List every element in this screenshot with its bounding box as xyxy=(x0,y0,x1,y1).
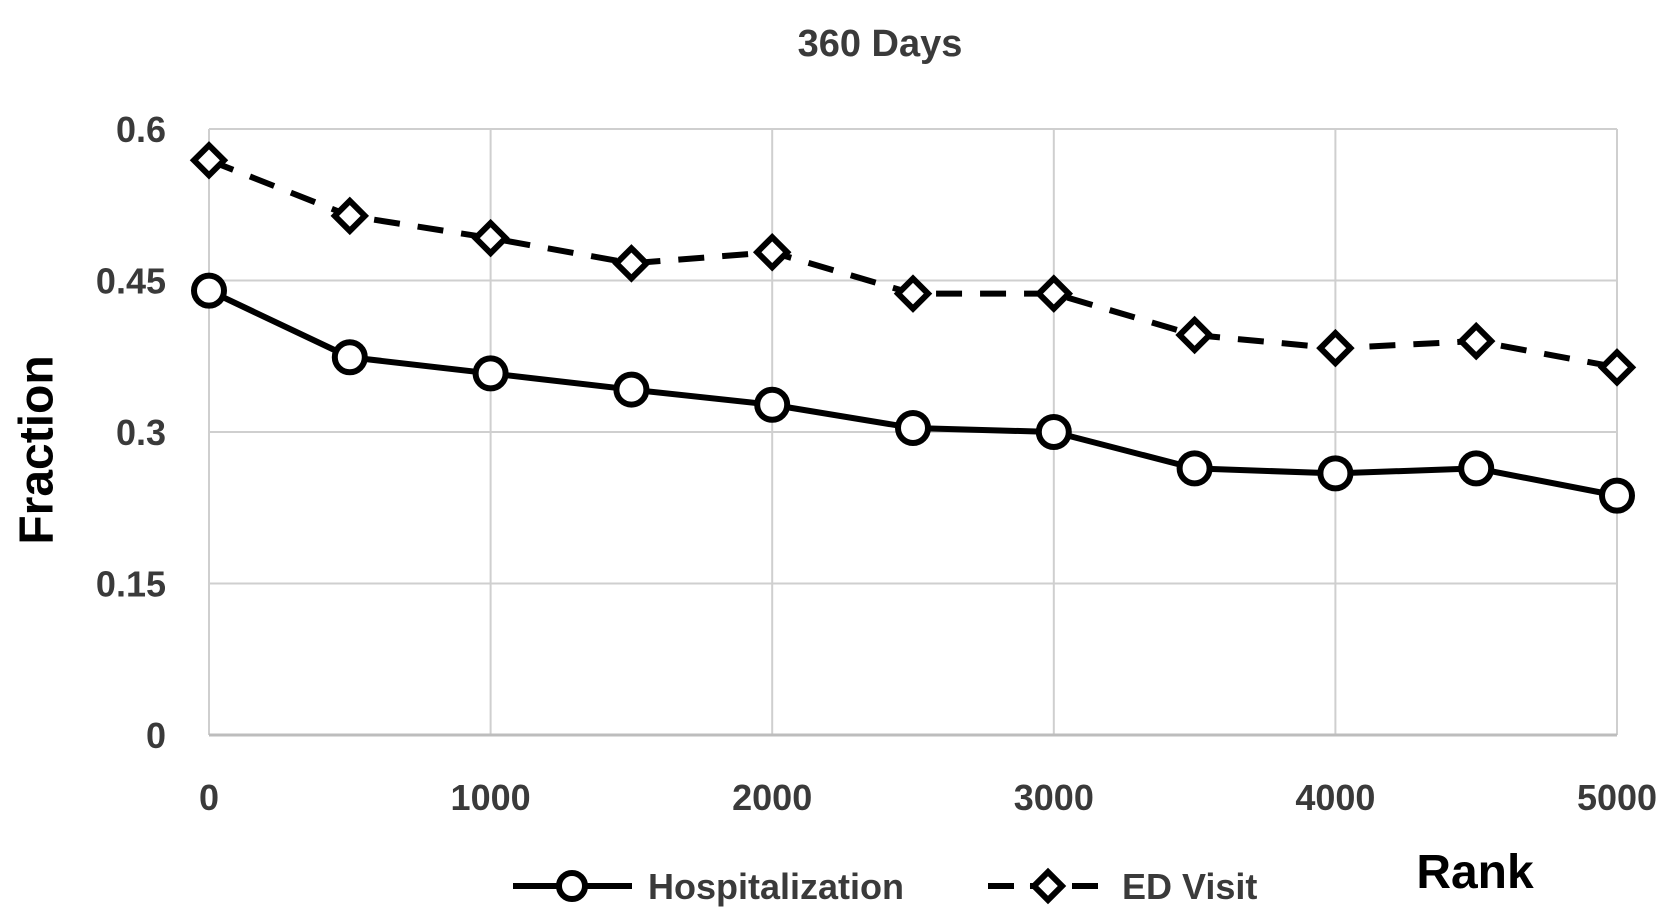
data-point-ed-visit xyxy=(612,244,651,283)
x-tick-label: 3000 xyxy=(1014,777,1094,818)
data-point-hospitalization xyxy=(1599,477,1635,514)
series-line-hospitalization xyxy=(207,287,1618,499)
y-tick-label: 0.3 xyxy=(116,412,166,453)
data-point-hospitalization xyxy=(1458,450,1495,487)
y-tick-label: 0 xyxy=(146,715,166,756)
series-hospitalization xyxy=(191,272,1635,514)
x-axis-ticks: 0 1000 2000 3000 4000 5000 xyxy=(199,777,1657,818)
series-group xyxy=(189,141,1637,514)
y-axis-ticks: 0 0.15 0.3 0.45 0.6 xyxy=(96,109,166,756)
data-point-ed-visit xyxy=(752,232,792,272)
x-tick-label: 1000 xyxy=(451,777,531,818)
legend-label-ed-visit: ED Visit xyxy=(1122,866,1257,907)
data-point-hospitalization xyxy=(613,371,650,408)
data-point-ed-visit xyxy=(1034,274,1074,313)
x-tick-label: 2000 xyxy=(732,777,812,818)
data-point-hospitalization xyxy=(472,355,509,392)
x-tick-label: 4000 xyxy=(1295,777,1375,818)
data-point-ed-visit xyxy=(1456,321,1496,361)
x-tick-label: 0 xyxy=(199,777,219,818)
data-point-hospitalization xyxy=(331,339,368,376)
data-point-hospitalization xyxy=(1317,455,1354,492)
legend-marker-hospitalization xyxy=(556,870,588,902)
legend: Hospitalization ED Visit xyxy=(513,866,1257,907)
data-point-hospitalization xyxy=(1176,450,1213,487)
legend-marker-ed-visit xyxy=(1029,867,1067,905)
legend-item-hospitalization: Hospitalization xyxy=(513,866,904,907)
data-point-ed-visit xyxy=(1316,328,1355,368)
data-point-ed-visit xyxy=(189,141,229,180)
data-point-ed-visit xyxy=(1175,315,1214,355)
legend-label-hospitalization: Hospitalization xyxy=(648,866,904,907)
y-axis-label: Fraction xyxy=(11,355,64,544)
x-axis-label: Rank xyxy=(1416,846,1534,899)
y-tick-label: 0.6 xyxy=(116,109,166,150)
data-point-ed-visit xyxy=(330,196,370,236)
data-point-ed-visit xyxy=(1597,348,1637,387)
chart-title: 360 Days xyxy=(798,23,963,65)
series-ed-visit xyxy=(189,141,1637,387)
data-point-hospitalization xyxy=(1035,414,1072,450)
y-tick-label: 0.45 xyxy=(96,261,166,302)
data-point-ed-visit xyxy=(471,218,510,258)
grid xyxy=(208,128,1618,737)
data-point-hospitalization xyxy=(191,272,227,309)
data-point-hospitalization xyxy=(895,409,931,446)
x-tick-label: 5000 xyxy=(1577,777,1657,818)
data-point-hospitalization xyxy=(754,386,791,423)
y-tick-label: 0.15 xyxy=(96,564,166,605)
series-line-ed-visit xyxy=(207,157,1618,371)
data-point-ed-visit xyxy=(893,274,933,313)
legend-item-ed-visit: ED Visit xyxy=(988,866,1257,907)
